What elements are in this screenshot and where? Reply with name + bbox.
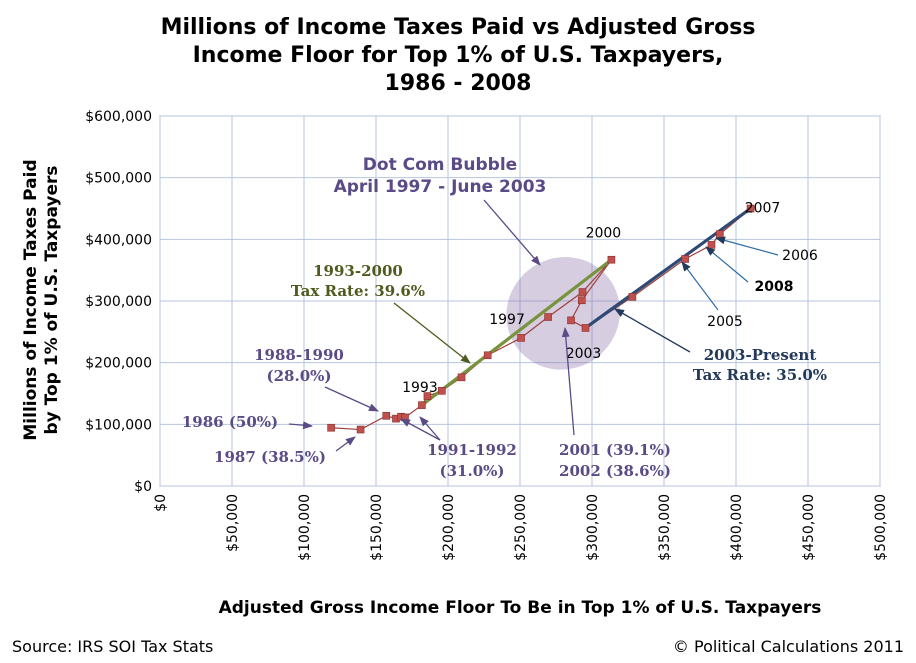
x-tick-label: $350,000 [657,494,673,561]
footer-credit: © Political Calculations 2011 [673,637,904,656]
trend-line [583,206,753,330]
y-tick-label: $0 [134,479,152,495]
chart-title-line-2: Income Floor for Top 1% of U.S. Taxpayer… [193,43,724,68]
dotcom-label-line-1: Dot Com Bubble [363,155,517,175]
data-point [382,411,391,420]
ann-1991-line-1: 1991-1992 [427,441,517,459]
x-tick-label: $400,000 [729,494,745,561]
x-axis-title: Adjusted Gross Income Floor To Be in Top… [219,598,822,618]
y-tick-label: $400,000 [85,232,152,248]
data-point [578,288,587,296]
year-labels: 1993 1997 2000 2003 2005 2006 2007 2008 [402,201,818,397]
data-point [628,293,637,301]
ann-1988-arrow [324,386,379,412]
y-tick-label: $500,000 [85,171,152,187]
data-point [567,316,575,325]
ann-1991-line-2: (31.0%) [440,462,505,480]
ann-1988-line-2: (28.0%) [267,367,332,385]
ann-1986-arrow [288,421,313,430]
ann-2002-line-2: 2002 (38.6%) [559,462,671,480]
year-label: 2007 [745,201,781,217]
ann-2001-arrow [561,327,575,436]
y-axis-title: Millions of Income Taxes Paid by Top 1% … [21,159,62,440]
data-point [746,204,755,213]
data-point [438,387,446,395]
year-label: 1993 [402,380,438,396]
x-tick-label: $250,000 [513,494,529,561]
x-tick-label: $150,000 [369,494,385,561]
ann-2001-line-1: 2001 (39.1%) [559,441,671,459]
y-tick-label: $100,000 [85,417,152,433]
year-label: 2003 [566,346,602,362]
data-point [577,296,586,305]
footer-source: Source: IRS SOI Tax Stats [12,637,213,656]
data-point [581,324,590,332]
chart-title-line-1: Millions of Income Taxes Paid vs Adjuste… [161,15,756,40]
arrow-2008 [705,246,749,283]
arrow-2006 [715,236,779,256]
x-tick-label: $300,000 [585,494,601,561]
grid-lines [159,115,881,487]
year-label: 1997 [489,312,525,328]
trend-lines [420,206,753,407]
ann-1986: 1986 (50%) [182,413,278,431]
arrow-2005 [681,261,719,311]
year-label: 2000 [586,226,622,242]
green-annotation-line-1: 1993-2000 [313,262,403,280]
y-axis-title-line-1: Millions of Income Taxes Paid [21,159,41,440]
data-point [327,423,335,432]
data-point [607,255,616,264]
blue-annotation-line-2: Tax Rate: 35.0% [693,366,827,384]
data-point [517,334,525,342]
y-tick-label: $300,000 [85,294,152,310]
data-point [681,255,689,263]
trend-line [420,258,613,407]
ann-1991-arrow-a [400,418,441,441]
data-point [356,425,365,434]
data-point [716,230,724,238]
data-point [483,351,492,360]
x-axis-ticks: $0 $50,000 $100,000 $150,000 $200,000 $250,00… [153,494,889,561]
ann-1987-arrow [335,436,356,452]
x-tick-label: $100,000 [297,494,313,561]
blue-annotation-line-1: 2003-Present [704,346,817,364]
x-tick-label: $0 [153,494,169,512]
data-point [418,401,426,409]
data-point [457,373,466,382]
x-tick-label: $50,000 [225,494,241,552]
y-axis-ticks: $0 $100,000 $200,000 $300,000 $400,000 $500,0… [85,109,152,495]
dotcom-arrow [483,199,541,266]
ann-1988-line-1: 1988-1990 [254,346,344,364]
year-label: 2008 [755,279,794,295]
green-arrow [393,302,471,364]
year-label: 2006 [782,248,818,264]
dotcom-bubble-region [506,257,621,370]
x-tick-label: $500,000 [873,494,889,561]
blue-arrow [614,308,691,353]
ann-1991-arrow-b [419,416,441,441]
data-point [707,241,716,249]
x-tick-label: $200,000 [441,494,457,561]
y-tick-label: $600,000 [85,109,152,125]
data-point [544,313,552,321]
ann-1987: 1987 (38.5%) [214,448,326,466]
x-tick-label: $450,000 [801,494,817,561]
data-point [423,392,432,400]
green-annotation-line-2: Tax Rate: 39.6% [291,282,425,300]
y-tick-label: $200,000 [85,356,152,372]
dotcom-label-line-2: April 1997 - June 2003 [334,177,547,197]
chart-title-line-3: 1986 - 2008 [385,71,532,96]
year-label: 2005 [707,314,743,330]
y-axis-title-line-2: by Top 1% of U.S. Taxpayers [42,165,62,434]
